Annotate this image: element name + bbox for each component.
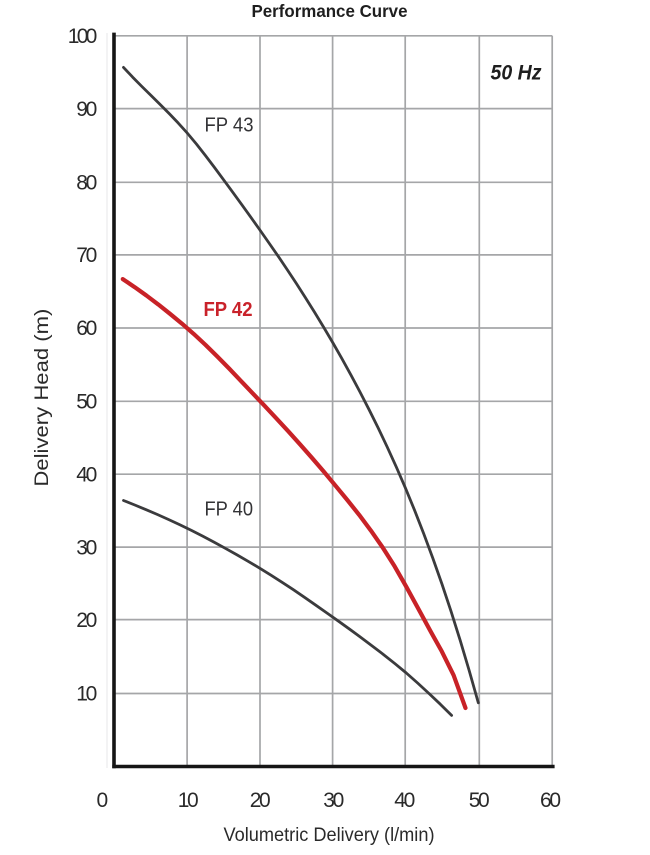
svg-text:FP 43: FP 43 bbox=[205, 113, 254, 136]
svg-text:30: 30 bbox=[323, 789, 344, 812]
svg-text:30: 30 bbox=[76, 536, 97, 559]
svg-text:FP 42: FP 42 bbox=[204, 298, 253, 321]
svg-text:60: 60 bbox=[76, 317, 97, 340]
svg-text:Delivery Head (m): Delivery Head (m) bbox=[31, 309, 53, 487]
svg-text:FP 40: FP 40 bbox=[205, 498, 254, 521]
svg-text:50 Hz: 50 Hz bbox=[491, 60, 542, 84]
svg-text:10: 10 bbox=[76, 683, 97, 706]
svg-text:50: 50 bbox=[469, 789, 490, 812]
svg-text:40: 40 bbox=[76, 463, 97, 486]
svg-text:60: 60 bbox=[540, 789, 561, 812]
svg-text:50: 50 bbox=[76, 391, 97, 414]
svg-text:10: 10 bbox=[178, 789, 199, 812]
svg-text:0: 0 bbox=[96, 789, 108, 812]
svg-text:20: 20 bbox=[76, 609, 97, 632]
svg-text:Performance Curve: Performance Curve bbox=[252, 1, 408, 21]
svg-text:90: 90 bbox=[76, 98, 97, 121]
svg-text:70: 70 bbox=[76, 244, 97, 267]
svg-text:40: 40 bbox=[394, 789, 415, 812]
svg-text:20: 20 bbox=[250, 789, 271, 812]
svg-text:Volumetric Delivery (l/min): Volumetric Delivery (l/min) bbox=[224, 825, 435, 846]
svg-text:80: 80 bbox=[76, 172, 97, 195]
svg-text:100: 100 bbox=[68, 25, 98, 48]
